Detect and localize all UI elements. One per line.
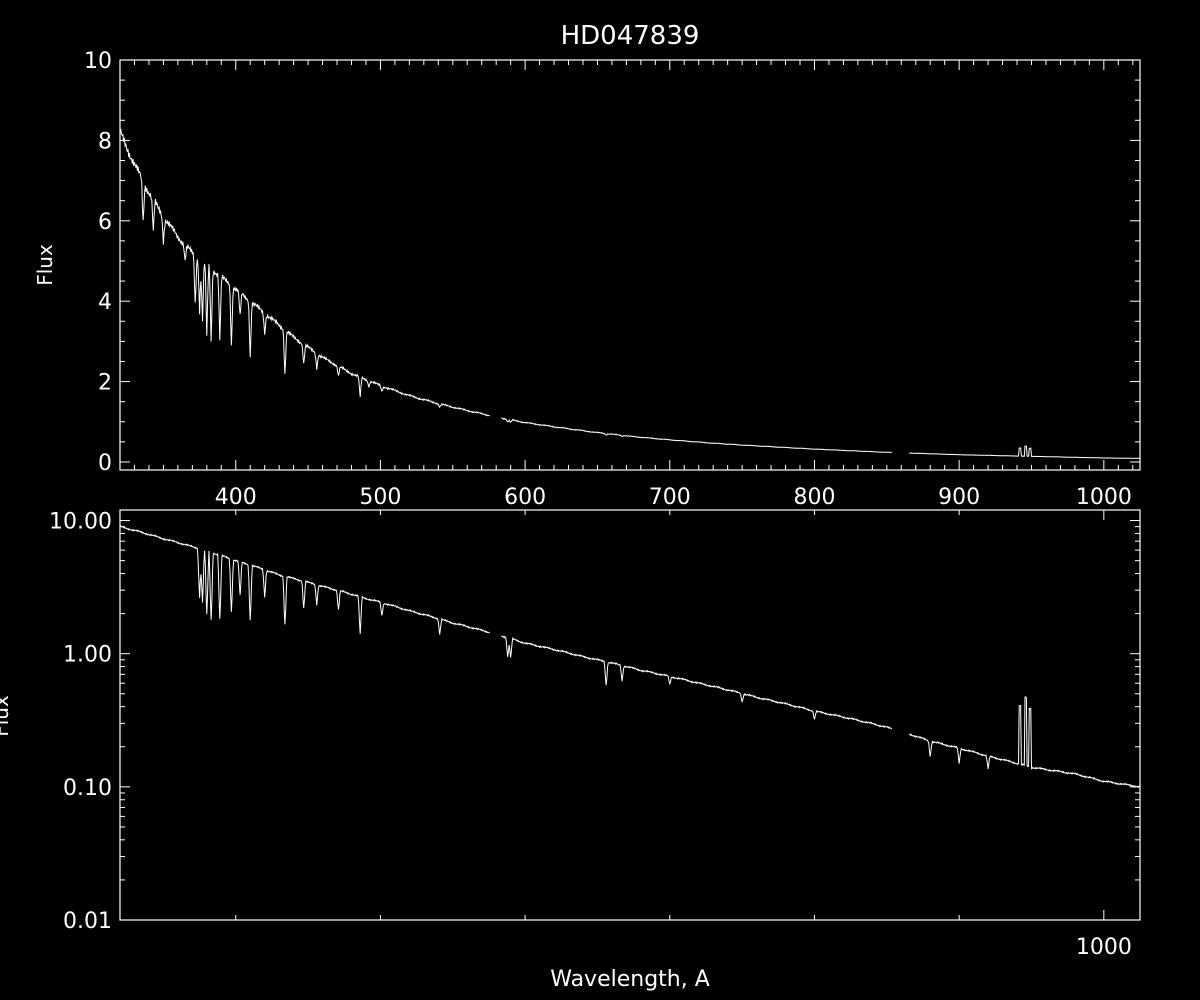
- top-y-axis-label: Flux: [33, 244, 57, 286]
- bottom-tick-labels: 0.01 0.10 1.00 10.00 1000: [49, 510, 1132, 960]
- y-tick-label: 0.01: [63, 909, 112, 934]
- y-tick-label: 6: [98, 210, 112, 235]
- top-tick-labels: 0 2 4 6 8 10 400 500 600 700 800 900 1000: [84, 49, 1132, 510]
- chart-title: HD047839: [561, 21, 700, 51]
- top-spectrum-line: [119, 128, 1141, 459]
- y-tick-label: 10: [84, 49, 112, 74]
- x-tick-label: 1000: [1076, 485, 1132, 510]
- top-plot-frame: [119, 59, 1141, 471]
- x-tick-label: 800: [793, 485, 835, 510]
- bottom-panel-log: 0.01 0.10 1.00 10.00 1000 Flux: [0, 509, 1141, 960]
- y-tick-label: 4: [98, 290, 112, 315]
- y-tick-label: 1.00: [63, 643, 112, 668]
- bottom-spectrum-line: [119, 525, 1141, 789]
- x-tick-label: 500: [359, 485, 401, 510]
- top-axis-ticks: [120, 59, 1140, 470]
- y-tick-label: 8: [98, 129, 112, 154]
- top-panel-linear: 0 2 4 6 8 10 400 500 600 700 800 900 1000 Flux: [33, 49, 1141, 510]
- y-tick-label: 0.10: [63, 776, 112, 801]
- bottom-axis-ticks: [120, 510, 1140, 921]
- x-tick-label: 700: [649, 485, 691, 510]
- x-tick-label: 1000: [1076, 935, 1132, 960]
- x-tick-label: 900: [938, 485, 980, 510]
- y-tick-label: 2: [98, 371, 112, 396]
- y-tick-label: 0: [98, 451, 112, 476]
- bottom-plot-frame: [119, 509, 1141, 921]
- y-tick-label: 10.00: [49, 510, 112, 535]
- x-axis-label: Wavelength, A: [550, 967, 710, 992]
- x-tick-label: 600: [504, 485, 546, 510]
- bottom-y-axis-label: Flux: [0, 695, 13, 737]
- x-tick-label: 400: [215, 485, 257, 510]
